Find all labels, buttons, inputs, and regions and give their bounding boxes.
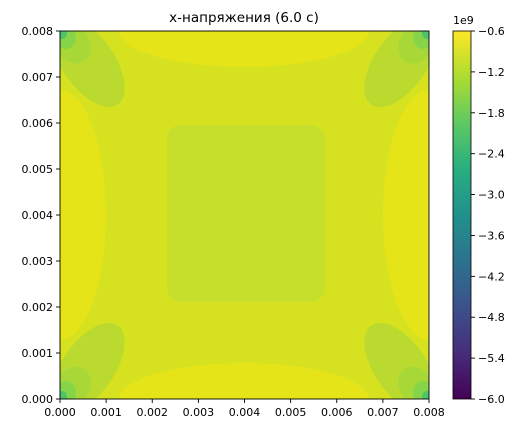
corner-top-right (364, 31, 429, 108)
y-tick-label: 0.002 (22, 301, 54, 314)
contour-field (60, 31, 429, 399)
edge-band-left (60, 90, 106, 340)
x-tick-label: 0.003 (183, 406, 215, 419)
x-tick-label: 0.007 (367, 406, 399, 419)
corner-bottom-left (60, 322, 125, 399)
colorbar-tick-label: −1.8 (478, 107, 505, 120)
x-tick-label: 0.005 (275, 406, 307, 419)
y-tick-label: 0.000 (22, 393, 54, 406)
colorbar-tick-label: −5.4 (478, 352, 505, 365)
edge-band-bottom (119, 363, 369, 399)
corner-bottom-right (364, 322, 429, 399)
x-axis: 0.000 0.001 0.002 0.003 0.004 0.005 0.006 0.007… (44, 399, 445, 419)
x-tick-label: 0.000 (44, 406, 76, 419)
colorbar (452, 30, 472, 400)
colorbar-tick-label: −1.2 (478, 66, 505, 79)
y-tick-label: 0.004 (22, 209, 54, 222)
edge-band-right (383, 90, 429, 340)
colorbar-tick-label: −2.4 (478, 148, 505, 161)
colorbar-tick-label: −3.0 (478, 189, 505, 202)
colorbar-axis: −6.0 −5.4 −4.8 −4.2 −3.6 −3.0 −2.4 −1.8 −1.2 −0.6 (471, 25, 505, 406)
center-plateau (167, 125, 325, 302)
colorbar-tick-label: −3.6 (478, 229, 505, 242)
y-tick-label: 0.003 (22, 255, 54, 268)
colorbar-tick-label: −6.0 (478, 393, 505, 406)
x-tick-label: 0.001 (90, 406, 122, 419)
y-axis: 0.000 0.001 0.002 0.003 0.004 0.005 0.006 0.007… (22, 25, 60, 406)
y-tick-label: 0.006 (22, 117, 54, 130)
x-tick-label: 0.002 (137, 406, 169, 419)
corner-top-left (60, 31, 125, 108)
y-tick-label: 0.008 (22, 25, 54, 38)
y-tick-label: 0.001 (22, 347, 54, 360)
edge-band-top (119, 31, 369, 67)
colorbar-multiplier: 1e9 (453, 14, 474, 27)
chart-title: x-напряжения (6.0 с) (169, 10, 319, 26)
colorbar-tick-label: −0.6 (478, 25, 505, 38)
y-tick-label: 0.005 (22, 163, 54, 176)
colorbar-tick-label: −4.2 (478, 270, 505, 283)
x-tick-label: 0.008 (413, 406, 445, 419)
x-tick-label: 0.004 (229, 406, 261, 419)
colorbar-tick-label: −4.8 (478, 311, 505, 324)
y-tick-label: 0.007 (22, 71, 54, 84)
x-tick-label: 0.006 (321, 406, 353, 419)
